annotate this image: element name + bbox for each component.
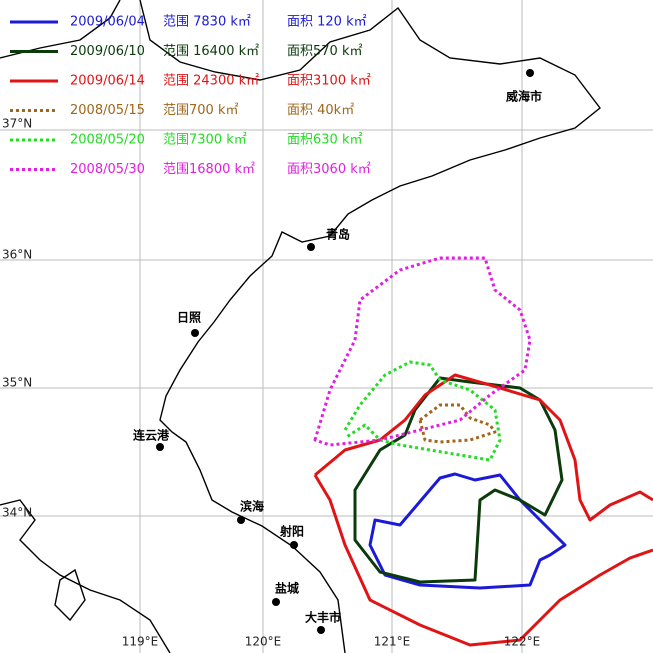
legend-area: 面积3100 k㎡ <box>287 74 371 89</box>
legend-area: 面积 120 k㎡ <box>287 15 367 30</box>
city-dot <box>317 626 325 634</box>
contour <box>314 373 653 522</box>
city-dot <box>272 598 280 606</box>
city-label: 青岛 <box>326 227 350 242</box>
city-dot <box>191 329 199 337</box>
city-label: 连云港 <box>133 428 170 443</box>
legend-area: 面积570 k㎡ <box>287 44 362 59</box>
legend-range: 范围 16400 k㎡ <box>163 44 259 59</box>
contour <box>313 256 532 447</box>
legend-range: 范围 24300 k㎡ <box>163 74 259 89</box>
city-dot <box>526 69 534 77</box>
legend-date: 2008/05/30 <box>70 162 145 177</box>
city-dot <box>237 516 245 524</box>
longitude-label: 119°E <box>122 635 159 649</box>
latitude-label: 36°N <box>2 248 32 262</box>
latitude-label: 34°N <box>2 506 32 520</box>
contours <box>313 256 653 647</box>
legend-date: 2008/05/15 <box>70 103 145 118</box>
city-label: 日照 <box>177 310 201 325</box>
city-label: 射阳 <box>279 524 304 539</box>
coast <box>0 499 171 653</box>
contour <box>313 474 653 647</box>
legend-date: 2009/06/10 <box>70 44 145 59</box>
latitude-label: 37°N <box>2 117 32 131</box>
coast <box>54 568 86 622</box>
city-dot <box>290 541 298 549</box>
city-label: 威海市 <box>506 89 542 104</box>
longitude-label: 120°E <box>245 635 282 649</box>
legend-area: 面积 40k㎡ <box>287 103 354 118</box>
longitude-label: 122°E <box>504 635 541 649</box>
contour <box>353 376 564 584</box>
legend-area: 面积3060 k㎡ <box>287 162 371 177</box>
legend-range: 范围7300 k㎡ <box>163 133 247 148</box>
coast <box>139 0 601 653</box>
city-dot <box>307 243 315 251</box>
city-label: 盐城 <box>275 581 299 596</box>
legend-date: 2008/05/20 <box>70 133 145 148</box>
legend-area: 面积630 k㎡ <box>287 133 362 148</box>
city-dot <box>156 443 164 451</box>
city-label: 大丰市 <box>305 610 341 625</box>
legend-date: 2009/06/04 <box>70 15 145 30</box>
axis-labels: 37°N 36°N 35°N 34°N 119°E 120°E 121°E 122°E <box>2 117 540 649</box>
contour <box>343 360 502 462</box>
latitude-label: 35°N <box>2 376 32 390</box>
legend-range: 范围16800 k㎡ <box>163 162 255 177</box>
legend-date: 2009/06/14 <box>70 74 145 89</box>
legend-range: 范围 7830 k㎡ <box>163 15 251 30</box>
contour <box>368 472 567 590</box>
city-label: 滨海 <box>240 499 264 514</box>
longitude-label: 121°E <box>374 635 411 649</box>
legend-range: 范围700 k㎡ <box>163 103 238 118</box>
legend: 2009/06/04 范围 7830 k㎡ 面积 120 k㎡ 2009/06/10 范… <box>10 15 371 177</box>
contour <box>418 403 497 444</box>
